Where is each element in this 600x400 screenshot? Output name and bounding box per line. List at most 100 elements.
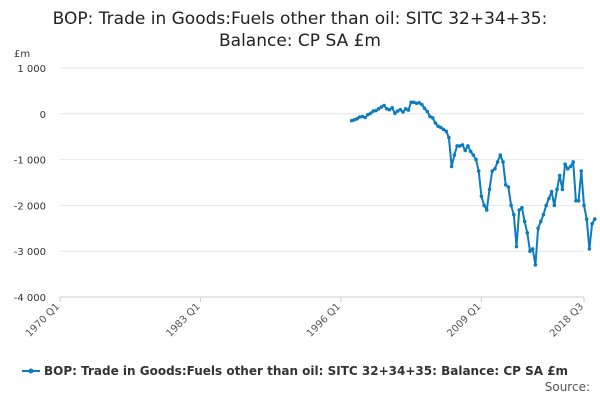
data-point[interactable]: [501, 160, 505, 164]
data-point[interactable]: [409, 100, 413, 105]
data-point[interactable]: [379, 105, 384, 109]
data-point[interactable]: [355, 117, 359, 121]
data-point[interactable]: [520, 205, 524, 210]
data-point[interactable]: [444, 129, 449, 133]
data-point[interactable]: [352, 118, 357, 122]
data-point[interactable]: [544, 203, 548, 208]
y-tick-label: -1 000: [14, 156, 46, 167]
data-point[interactable]: [506, 185, 511, 189]
data-point[interactable]: [463, 148, 468, 153]
data-point[interactable]: [536, 226, 540, 231]
data-point[interactable]: [360, 114, 365, 119]
data-point[interactable]: [430, 116, 435, 120]
data-point[interactable]: [517, 208, 521, 212]
data-point[interactable]: [366, 112, 370, 117]
data-point[interactable]: [490, 169, 495, 173]
data-point[interactable]: [441, 127, 446, 132]
data-point[interactable]: [358, 115, 362, 119]
data-point[interactable]: [579, 169, 584, 173]
data-point[interactable]: [466, 144, 470, 148]
data-point[interactable]: [412, 100, 416, 105]
data-point[interactable]: [560, 187, 565, 192]
data-point[interactable]: [514, 244, 519, 249]
data-point[interactable]: [363, 115, 368, 120]
data-point[interactable]: [403, 107, 408, 111]
data-point[interactable]: [582, 203, 586, 208]
data-point[interactable]: [368, 111, 373, 116]
data-point[interactable]: [455, 144, 459, 148]
data-point[interactable]: [417, 101, 422, 105]
x-tick-label: 1983 Q1: [164, 301, 202, 339]
data-point[interactable]: [533, 263, 538, 267]
x-tick-label: 2009 Q1: [445, 301, 483, 339]
data-point[interactable]: [471, 153, 476, 157]
data-point[interactable]: [568, 164, 573, 169]
data-point[interactable]: [433, 121, 438, 125]
data-point[interactable]: [460, 143, 465, 147]
data-point[interactable]: [528, 249, 532, 253]
data-point[interactable]: [422, 106, 427, 111]
data-point[interactable]: [395, 109, 400, 113]
data-point[interactable]: [503, 183, 508, 187]
data-point[interactable]: [401, 110, 405, 114]
legend-label: BOP: Trade in Goods:Fuels other than oil…: [44, 364, 569, 378]
data-point[interactable]: [371, 109, 376, 113]
data-point[interactable]: [593, 217, 597, 221]
data-point[interactable]: [428, 114, 432, 119]
data-point[interactable]: [555, 187, 559, 192]
data-point[interactable]: [476, 169, 481, 173]
data-point[interactable]: [393, 111, 397, 116]
data-point[interactable]: [557, 173, 562, 178]
chart-title-line-2: Balance: CP SA £m: [219, 31, 381, 51]
data-point[interactable]: [387, 107, 392, 112]
data-point[interactable]: [552, 203, 557, 208]
data-point[interactable]: [479, 194, 484, 198]
chart-title-line-1: BOP: Trade in Goods:Fuels other than oil…: [52, 9, 548, 29]
data-point[interactable]: [390, 106, 395, 110]
data-point[interactable]: [382, 103, 386, 108]
data-point[interactable]: [530, 247, 535, 251]
y-tick-label: 0: [40, 110, 46, 121]
data-point[interactable]: [547, 196, 551, 201]
data-point[interactable]: [566, 167, 570, 171]
data-point[interactable]: [509, 203, 513, 208]
data-point[interactable]: [549, 189, 554, 194]
data-point[interactable]: [493, 167, 497, 171]
data-point[interactable]: [574, 199, 578, 203]
data-point[interactable]: [485, 208, 489, 212]
data-point[interactable]: [571, 160, 575, 164]
data-point[interactable]: [590, 221, 594, 226]
data-point[interactable]: [482, 203, 486, 208]
data-point[interactable]: [439, 125, 443, 130]
data-point[interactable]: [495, 160, 500, 164]
data-point[interactable]: [522, 219, 527, 224]
data-point[interactable]: [474, 157, 478, 162]
data-point[interactable]: [512, 212, 516, 217]
data-point[interactable]: [420, 102, 424, 107]
data-point[interactable]: [468, 149, 473, 154]
data-point[interactable]: [406, 108, 411, 112]
data-point[interactable]: [398, 107, 403, 112]
data-point[interactable]: [587, 247, 592, 251]
data-point[interactable]: [376, 107, 381, 111]
y-tick-label: -4 000: [14, 293, 46, 304]
data-point[interactable]: [584, 217, 589, 221]
data-point[interactable]: [458, 144, 462, 148]
data-point[interactable]: [436, 124, 440, 128]
data-point[interactable]: [487, 187, 492, 192]
data-point[interactable]: [447, 135, 451, 140]
y-tick-label: 1 000: [17, 64, 46, 75]
data-point[interactable]: [414, 101, 419, 106]
data-point[interactable]: [539, 219, 543, 224]
data-point[interactable]: [425, 109, 430, 114]
data-point[interactable]: [541, 212, 546, 217]
x-tick-label: 1996 Q1: [305, 301, 343, 339]
data-point[interactable]: [452, 153, 457, 157]
data-point[interactable]: [525, 231, 530, 235]
data-point[interactable]: [449, 164, 454, 169]
data-point[interactable]: [374, 108, 378, 113]
data-point[interactable]: [563, 162, 567, 166]
data-point[interactable]: [576, 199, 581, 203]
data-point[interactable]: [498, 153, 503, 157]
